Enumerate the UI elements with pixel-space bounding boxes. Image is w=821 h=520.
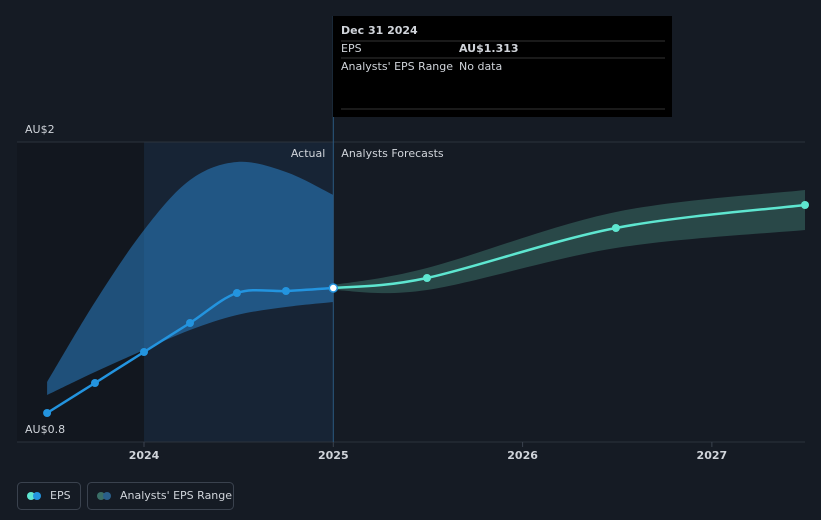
- tooltip-value: No data: [459, 60, 502, 73]
- forecast-label: Analysts Forecasts: [341, 147, 444, 160]
- legend-item[interactable]: [17, 482, 81, 510]
- y-tick-label: AU$2: [25, 123, 55, 136]
- eps-point: [90, 379, 99, 387]
- range-band: [333, 190, 805, 294]
- eps-line: [333, 203, 806, 290]
- eps-point: [43, 409, 52, 417]
- x-tick-label: 2027: [697, 449, 728, 462]
- tooltip-date: Dec 31 2024: [341, 24, 418, 37]
- eps-point: [232, 289, 241, 297]
- legend-label: EPS: [50, 489, 71, 502]
- y-tick-label: AU$0.8: [25, 423, 65, 436]
- tooltip-box: [333, 16, 672, 117]
- x-tick-label: 2025: [318, 449, 349, 462]
- eps-point: [422, 274, 431, 282]
- x-tick-label: 2026: [507, 449, 538, 462]
- legend: EPS Analysts' EPS Range: [17, 482, 234, 510]
- legend-icon: [97, 492, 105, 500]
- eps-point: [281, 287, 290, 295]
- legend-icon: [103, 492, 111, 500]
- legend-item[interactable]: [87, 482, 234, 510]
- eps-point: [611, 224, 620, 232]
- range-band: [47, 161, 334, 395]
- eps-highlight: [328, 283, 339, 293]
- legend-icon: [27, 492, 35, 500]
- eps-point: [801, 201, 809, 209]
- eps-point: [140, 348, 149, 356]
- actual-label: Actual: [291, 147, 325, 160]
- tooltip-value: AU$1.313: [459, 42, 519, 55]
- eps-point: [186, 319, 195, 327]
- tooltip-key: Analysts' EPS Range: [341, 60, 453, 73]
- legend-icon: [33, 492, 41, 500]
- tooltip: Dec 31 2024 EPS AU$1.313 Analysts' EPS R…: [333, 16, 672, 117]
- tooltip-key: EPS: [341, 42, 362, 55]
- x-tick-label: 2024: [129, 449, 160, 462]
- plot: AU$0.8 AU$2 2024 2025 2026 2027 Actual Analysts…: [17, 16, 809, 462]
- legend-label: Analysts' EPS Range: [120, 489, 232, 502]
